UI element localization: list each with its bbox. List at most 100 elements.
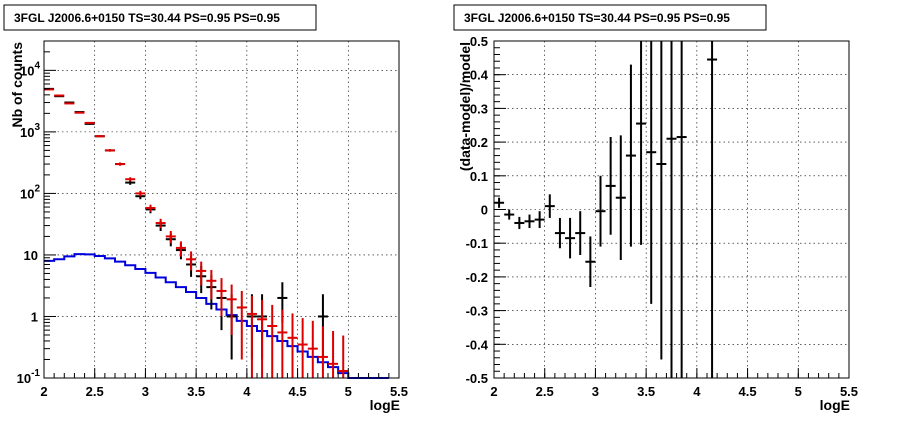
counts-y-tick-label: 10 <box>24 248 38 263</box>
counts-x-tick-label: 2.5 <box>86 384 104 399</box>
counts-x-tick-label: 4.5 <box>289 384 307 399</box>
counts-ticks <box>43 51 400 379</box>
residual-point <box>666 41 677 378</box>
residual-point <box>585 236 596 288</box>
counts-x-tick-label: 3.5 <box>187 384 205 399</box>
model-point <box>155 218 166 229</box>
counts-x-tick-label: 4 <box>243 384 251 399</box>
source-histogram <box>44 253 389 379</box>
counts-grid <box>44 41 399 378</box>
residual-x-axis-label: logE <box>820 397 850 413</box>
counts-plot-frame <box>43 40 400 379</box>
counts-title-box <box>3 4 317 31</box>
residual-y-tick-label: -0.5 <box>466 371 488 386</box>
counts-y-axis-label: Nb of counts <box>9 42 25 128</box>
residual-point <box>524 214 535 229</box>
residual-point <box>625 64 636 247</box>
model-point <box>216 278 227 317</box>
residual-y-tick-label: -0.3 <box>466 304 488 319</box>
model-point <box>236 290 247 360</box>
residual-y-tick-label: -0.4 <box>466 337 489 352</box>
residual-point <box>565 217 576 259</box>
residual-title-box <box>453 4 767 31</box>
model-point <box>84 121 95 124</box>
counts-x-tick-label: 5 <box>345 384 352 399</box>
model-point <box>115 162 126 166</box>
residual-y-tick-label: 0 <box>481 203 488 218</box>
counts-y-tick-label: 1 <box>31 309 38 324</box>
model-point <box>338 335 349 378</box>
counts-title: 3FGL J2006.6+0150 TS=30.44 PS=0.95 PS=0.… <box>14 11 280 25</box>
model-point <box>186 251 197 271</box>
residual-x-tick-label: 5 <box>795 384 802 399</box>
residual-point <box>534 211 545 229</box>
model-point <box>317 326 328 378</box>
residual-panel: 3FGL J2006.6+0150 TS=30.44 PS=0.95 PS=0.… <box>453 4 858 413</box>
model-point <box>104 149 115 152</box>
model-point <box>175 241 186 257</box>
residual-point <box>575 211 586 255</box>
residual-x-tick-label: 2.5 <box>536 384 554 399</box>
model-point <box>267 304 278 378</box>
counts-x-tick-labels: 2 2.5 3 3.5 4 4.5 5 5.5 <box>40 384 408 399</box>
model-point <box>165 230 176 244</box>
residual-y-tick-label: 0.3 <box>470 101 488 116</box>
residual-x-tick-label: 3.5 <box>637 384 655 399</box>
model-point <box>145 204 156 212</box>
counts-y-tick-label: 104 <box>20 60 40 78</box>
residual-point <box>646 41 657 304</box>
model-point <box>206 269 217 300</box>
residual-x-tick-label: 2 <box>490 384 497 399</box>
model-point <box>277 309 288 378</box>
residual-point <box>514 216 525 230</box>
model-point <box>196 261 207 286</box>
residual-y-tick-labels: -0.5 -0.4 -0.3 -0.2 -0.1 0 0.1 0.2 0.3 0.4 0.5 <box>466 34 489 386</box>
residual-point <box>615 135 626 261</box>
residual-point <box>595 175 606 247</box>
counts-x-axis-label: logE <box>370 397 400 413</box>
counts-panel: 3FGL J2006.6+0150 TS=30.44 PS=0.95 PS=0.… <box>3 4 408 413</box>
residual-point <box>605 137 616 235</box>
residual-point <box>504 209 515 220</box>
model-point <box>54 94 65 97</box>
counts-x-tick-label: 2 <box>40 384 47 399</box>
residual-y-tick-label: 0.2 <box>470 135 488 150</box>
counts-y-tick-label: 10-1 <box>17 368 41 386</box>
model-points <box>44 88 349 378</box>
residual-y-axis-label: (data-model)/model <box>457 42 473 171</box>
residual-y-tick-label: 0.5 <box>470 34 488 49</box>
residual-point <box>544 194 555 218</box>
model-point <box>287 313 298 378</box>
model-point <box>257 300 268 378</box>
residual-grid <box>494 41 849 378</box>
counts-x-tick-label: 3 <box>142 384 149 399</box>
model-point <box>125 177 136 182</box>
residual-x-tick-labels: 2 2.5 3 3.5 4 4.5 5 5.5 <box>490 384 858 399</box>
residual-point <box>676 41 687 378</box>
residual-point <box>554 217 565 249</box>
model-point <box>246 296 257 378</box>
counts-y-tick-labels: 10-1 1 10 102 103 104 <box>17 60 41 386</box>
counts-x-tick-label: 5.5 <box>390 384 408 399</box>
residual-title: 3FGL J2006.6+0150 TS=30.44 PS=0.95 PS=0.… <box>464 11 730 25</box>
counts-y-tick-label: 103 <box>20 122 40 140</box>
data-points <box>44 87 328 360</box>
residual-y-tick-label: 0.1 <box>470 169 488 184</box>
model-point <box>64 102 75 105</box>
source-histogram-line <box>44 253 389 379</box>
residual-x-tick-label: 3 <box>592 384 599 399</box>
model-point <box>328 331 339 378</box>
residual-point <box>636 41 647 245</box>
model-point <box>226 284 237 335</box>
counts-y-tick-label: 102 <box>20 183 40 201</box>
residual-y-tick-label: -0.2 <box>466 270 488 285</box>
model-point <box>74 111 85 114</box>
model-point <box>135 190 146 197</box>
residual-point <box>707 41 718 378</box>
residual-y-tick-label: -0.1 <box>466 236 488 251</box>
residual-point <box>656 41 667 360</box>
residual-ticks <box>493 40 850 379</box>
residual-y-tick-label: 0.4 <box>470 68 489 83</box>
model-point <box>94 135 105 138</box>
